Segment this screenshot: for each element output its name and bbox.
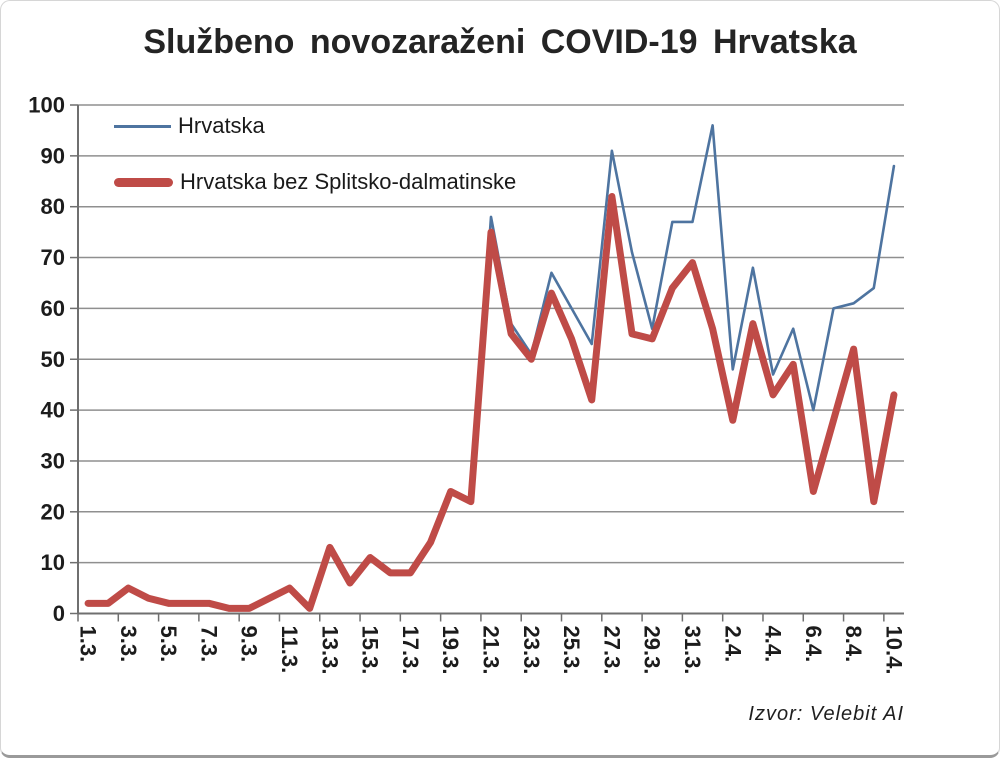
- chart-title: Službeno novozaraženi COVID-19 Hrvatska: [143, 23, 857, 61]
- x-axis-tick-label: 27.3.: [599, 626, 624, 675]
- y-axis-tick-label: 80: [41, 194, 65, 219]
- series-line-hrvatska-bez-splitsko: [84, 193, 898, 612]
- legend-label-hrvatska: Hrvatska: [178, 113, 265, 138]
- x-axis-tick-label: 29.3.: [640, 626, 665, 675]
- x-axis-tick-label: 10.4.: [881, 626, 906, 675]
- x-axis-tick-label: 6.4.: [801, 626, 826, 663]
- x-axis-tick-label: 1.3.: [76, 626, 101, 663]
- x-axis-tick-label: 31.3.: [680, 626, 705, 675]
- x-axis-tick-label: 8.4.: [841, 626, 866, 663]
- legend-swatch-hrvatska-bez-splitsko-icon: [114, 177, 173, 187]
- y-axis-tick-label: 50: [41, 347, 65, 372]
- x-axis-tick-label: 11.3.: [277, 626, 302, 674]
- x-axis-tick-label: 23.3.: [519, 626, 544, 675]
- series-line-hrvatska: [86, 124, 896, 610]
- x-axis-tick-label: 21.3.: [479, 626, 504, 675]
- legend-item-hrvatska-bez-splitsko: Hrvatska bez Splitsko-dalmatinske: [114, 169, 516, 195]
- legend-swatch-hrvatska-icon: [114, 124, 171, 128]
- x-axis-tick-label: 15.3.: [358, 626, 383, 675]
- x-axis-tick-label: 7.3.: [196, 626, 221, 663]
- x-axis-tick-label: 5.3.: [156, 626, 181, 663]
- x-axis-tick-label: 4.4.: [761, 626, 786, 663]
- y-axis-tick-label: 20: [41, 499, 65, 524]
- legend-label-hrvatska-bez-splitsko: Hrvatska bez Splitsko-dalmatinske: [180, 169, 517, 194]
- x-axis-tick-label: 13.3.: [317, 626, 342, 675]
- y-axis-tick-label: 40: [41, 398, 65, 423]
- x-axis-tick-label: 19.3.: [438, 626, 463, 675]
- y-axis-tick-label: 60: [41, 296, 65, 321]
- y-axis-tick-label: 90: [41, 143, 65, 168]
- x-axis-tick-label: 25.3.: [559, 626, 584, 675]
- x-axis-tick-label: 17.3.: [398, 626, 423, 675]
- y-axis-tick-label: 100: [28, 93, 65, 118]
- y-axis-tick-label: 70: [41, 245, 65, 270]
- x-axis-tick-label: 9.3.: [237, 626, 262, 663]
- y-axis-tick-label: 0: [53, 601, 65, 626]
- x-axis-tick-label: 3.3.: [116, 626, 141, 663]
- y-axis-tick-label: 10: [41, 550, 65, 575]
- source-note: Izvor: Velebit AI: [748, 703, 904, 725]
- legend-item-hrvatska: Hrvatska: [114, 113, 516, 139]
- legend: Hrvatska Hrvatska bez Splitsko-dalmatins…: [114, 113, 516, 195]
- x-axis-tick-label: 2.4.: [720, 626, 745, 663]
- y-axis-tick-label: 30: [41, 448, 65, 473]
